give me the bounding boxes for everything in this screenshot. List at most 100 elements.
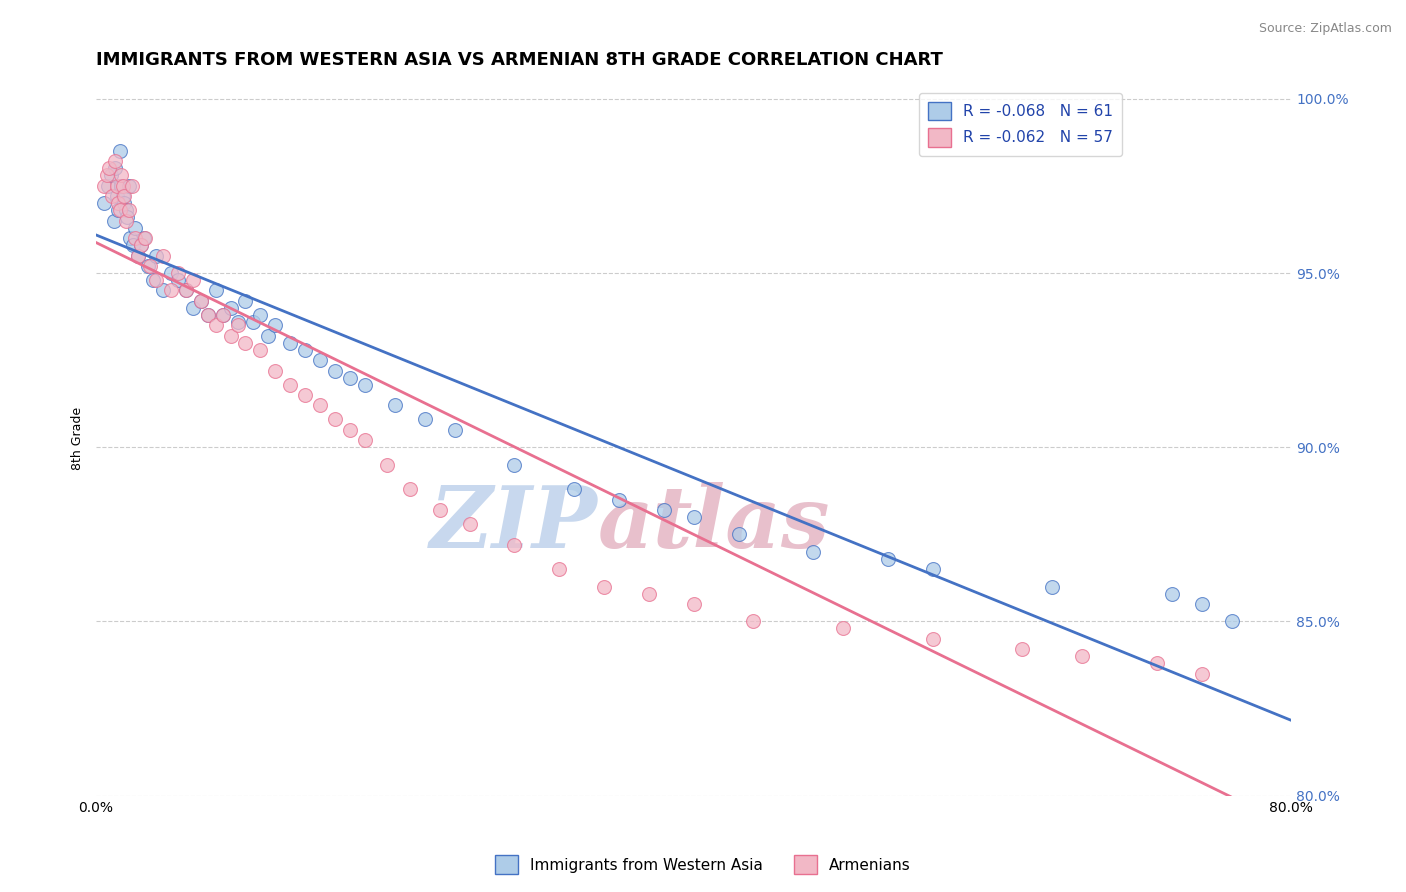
Point xyxy=(139,259,162,273)
Point xyxy=(226,315,249,329)
Point xyxy=(114,196,136,211)
Legend: Immigrants from Western Asia, Armenians: Immigrants from Western Asia, Armenians xyxy=(489,849,917,880)
Point xyxy=(832,622,855,636)
Point xyxy=(103,213,125,227)
Point xyxy=(294,388,316,402)
Point xyxy=(429,503,451,517)
Point xyxy=(167,273,190,287)
Point xyxy=(235,335,257,350)
Point xyxy=(1191,666,1213,681)
Y-axis label: 8th Grade: 8th Grade xyxy=(72,407,84,470)
Point xyxy=(134,231,156,245)
Point xyxy=(159,284,181,298)
Point xyxy=(249,308,271,322)
Point xyxy=(413,412,436,426)
Point xyxy=(1040,580,1063,594)
Point xyxy=(226,318,249,333)
Point xyxy=(111,189,134,203)
Point xyxy=(127,249,149,263)
Point xyxy=(145,249,167,263)
Point xyxy=(354,377,377,392)
Point xyxy=(204,318,226,333)
Point xyxy=(1146,657,1168,671)
Point xyxy=(167,266,190,280)
Point xyxy=(309,399,332,413)
Point xyxy=(278,377,301,392)
Point xyxy=(921,562,943,576)
Point xyxy=(181,273,204,287)
Point xyxy=(108,144,131,158)
Point xyxy=(323,412,346,426)
Point xyxy=(548,562,571,576)
Point xyxy=(742,615,765,629)
Point xyxy=(1310,719,1333,733)
Point xyxy=(257,328,280,343)
Point xyxy=(1071,649,1094,664)
Point xyxy=(801,545,824,559)
Point xyxy=(339,370,361,384)
Point xyxy=(108,203,131,218)
Point xyxy=(159,266,181,280)
Point xyxy=(115,203,138,218)
Point xyxy=(1011,642,1033,657)
Point xyxy=(104,161,127,176)
Point xyxy=(637,586,659,600)
Point xyxy=(107,196,129,211)
Point xyxy=(377,458,399,472)
Point xyxy=(138,259,160,273)
Point xyxy=(105,178,128,193)
Point xyxy=(593,580,616,594)
Point xyxy=(682,510,704,524)
Point xyxy=(264,363,287,377)
Point xyxy=(181,301,204,315)
Point xyxy=(727,527,749,541)
Legend: R = -0.068   N = 61, R = -0.062   N = 57: R = -0.068 N = 61, R = -0.062 N = 57 xyxy=(920,93,1122,156)
Point xyxy=(607,492,630,507)
Point xyxy=(190,293,212,308)
Point xyxy=(118,203,141,218)
Point xyxy=(96,169,118,183)
Point xyxy=(145,273,167,287)
Point xyxy=(98,161,121,176)
Text: IMMIGRANTS FROM WESTERN ASIA VS ARMENIAN 8TH GRADE CORRELATION CHART: IMMIGRANTS FROM WESTERN ASIA VS ARMENIAN… xyxy=(96,51,943,69)
Text: ZIP: ZIP xyxy=(430,483,598,566)
Point xyxy=(1160,586,1182,600)
Point xyxy=(124,231,146,245)
Point xyxy=(323,363,346,377)
Point xyxy=(110,169,132,183)
Point xyxy=(118,178,141,193)
Point xyxy=(384,399,406,413)
Point xyxy=(110,178,132,193)
Point xyxy=(339,423,361,437)
Point xyxy=(129,238,152,252)
Point xyxy=(174,284,197,298)
Point xyxy=(111,178,134,193)
Point xyxy=(562,482,585,496)
Point xyxy=(190,293,212,308)
Point xyxy=(1191,597,1213,611)
Point xyxy=(264,318,287,333)
Point xyxy=(219,328,242,343)
Point xyxy=(921,632,943,646)
Point xyxy=(124,220,146,235)
Point xyxy=(114,189,136,203)
Point xyxy=(197,308,219,322)
Point xyxy=(443,423,465,437)
Point xyxy=(235,293,257,308)
Point xyxy=(219,301,242,315)
Point xyxy=(129,238,152,252)
Point xyxy=(503,458,526,472)
Point xyxy=(107,203,129,218)
Point xyxy=(104,154,127,169)
Point xyxy=(197,308,219,322)
Point xyxy=(294,343,316,357)
Point xyxy=(93,196,115,211)
Point xyxy=(132,231,155,245)
Point xyxy=(242,315,264,329)
Point xyxy=(127,249,149,263)
Point xyxy=(249,343,271,357)
Point xyxy=(117,211,139,225)
Point xyxy=(1220,615,1243,629)
Point xyxy=(101,189,124,203)
Point xyxy=(398,482,420,496)
